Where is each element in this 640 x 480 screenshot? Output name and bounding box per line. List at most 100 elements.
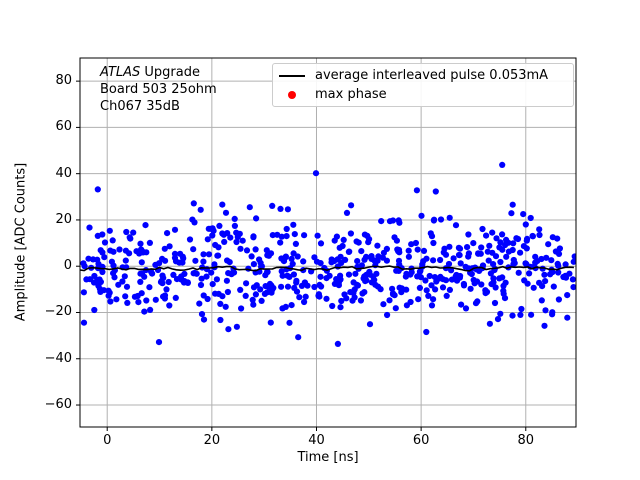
scatter-series <box>80 161 576 347</box>
scatter-point <box>269 232 276 239</box>
scatter-point <box>140 249 147 256</box>
scatter-point <box>548 257 555 264</box>
scatter-point <box>283 233 290 240</box>
scatter-point <box>203 273 210 280</box>
scatter-point <box>571 253 576 260</box>
scatter-point <box>437 256 444 264</box>
scatter-point <box>274 231 281 238</box>
scatter-point <box>203 266 210 273</box>
scatter-point <box>532 259 539 266</box>
scatter-point <box>564 314 571 321</box>
scatter-point <box>426 272 433 280</box>
scatter-point <box>472 300 480 307</box>
scatter-point <box>190 200 197 207</box>
legend-entry-max-phase: max phase <box>273 85 573 104</box>
scatter-point <box>455 251 463 259</box>
scatter-point <box>491 299 499 307</box>
scatter-point <box>205 251 213 258</box>
scatter-point <box>110 262 117 269</box>
scatter-point <box>171 226 179 233</box>
x-tick-label: 0 <box>103 433 112 448</box>
scatter-point <box>222 303 229 310</box>
scatter-point <box>137 278 144 285</box>
scatter-point <box>337 276 344 283</box>
scatter-point <box>284 283 292 290</box>
scatter-point <box>383 245 390 252</box>
scatter-point <box>138 259 145 266</box>
scatter-point <box>545 241 552 248</box>
scatter-point <box>209 232 216 239</box>
scatter-point <box>123 283 131 290</box>
scatter-point <box>233 238 240 246</box>
annotation-title: ATLAS Upgrade <box>100 64 217 81</box>
scatter-point <box>123 228 130 236</box>
scatter-point <box>386 297 393 304</box>
scatter-point <box>366 321 374 328</box>
scatter-point <box>499 231 506 238</box>
scatter-point <box>403 270 410 277</box>
scatter-point <box>216 222 223 229</box>
scatter-point <box>100 287 107 294</box>
scatter-point <box>500 282 507 289</box>
y-tick-label: −60 <box>44 397 72 413</box>
scatter-point <box>173 276 181 283</box>
scatter-point <box>359 290 366 297</box>
scatter-point <box>257 286 264 293</box>
scatter-point <box>106 227 113 234</box>
scatter-point <box>148 268 155 275</box>
scatter-point <box>493 235 500 242</box>
scatter-point <box>499 246 506 253</box>
scatter-point <box>389 285 396 292</box>
legend-dot-swatch <box>273 90 311 99</box>
scatter-point <box>348 202 355 209</box>
scatter-point <box>408 269 415 276</box>
scatter-point <box>354 258 361 265</box>
scatter-point <box>111 274 118 281</box>
scatter-point <box>293 277 300 284</box>
scatter-point <box>301 298 308 306</box>
scatter-point <box>329 302 336 310</box>
scatter-point <box>478 244 485 251</box>
scatter-point <box>357 297 364 304</box>
scatter-point <box>311 283 318 291</box>
scatter-point <box>121 273 128 280</box>
scatter-point <box>323 295 330 302</box>
scatter-point <box>204 236 211 243</box>
scatter-point <box>295 334 302 341</box>
scatter-point <box>423 328 430 336</box>
scatter-point <box>284 206 291 213</box>
scatter-point <box>302 293 309 300</box>
scatter-point <box>340 236 347 243</box>
scatter-point <box>457 260 464 267</box>
y-tick-label: 40 <box>55 165 72 181</box>
scatter-point <box>415 296 422 303</box>
scatter-point <box>200 316 208 323</box>
scatter-point <box>343 295 350 302</box>
scatter-point <box>122 293 129 300</box>
scatter-point <box>536 231 543 239</box>
scatter-point <box>510 261 517 268</box>
scatter-point <box>430 239 437 247</box>
legend: average interleaved pulse 0.053mA max ph… <box>272 63 574 107</box>
y-tick-label: 20 <box>55 211 72 227</box>
scatter-point <box>233 323 240 330</box>
scatter-point <box>166 302 173 309</box>
scatter-point <box>224 230 231 237</box>
scatter-point <box>186 236 194 243</box>
scatter-point <box>142 222 149 229</box>
scatter-point <box>562 274 570 281</box>
scatter-point <box>497 310 504 317</box>
scatter-point <box>143 297 150 304</box>
scatter-point <box>86 224 93 231</box>
x-tick-label: 20 <box>203 433 221 448</box>
scatter-point <box>265 252 272 259</box>
scatter-point <box>373 270 380 277</box>
scatter-point <box>300 258 307 265</box>
scatter-point <box>374 257 381 264</box>
scatter-point <box>486 242 493 249</box>
y-tick-label: −40 <box>44 350 72 366</box>
scatter-point <box>521 277 528 284</box>
scatter-point <box>127 235 134 242</box>
scatter-point <box>365 239 372 246</box>
scatter-point <box>470 240 477 247</box>
